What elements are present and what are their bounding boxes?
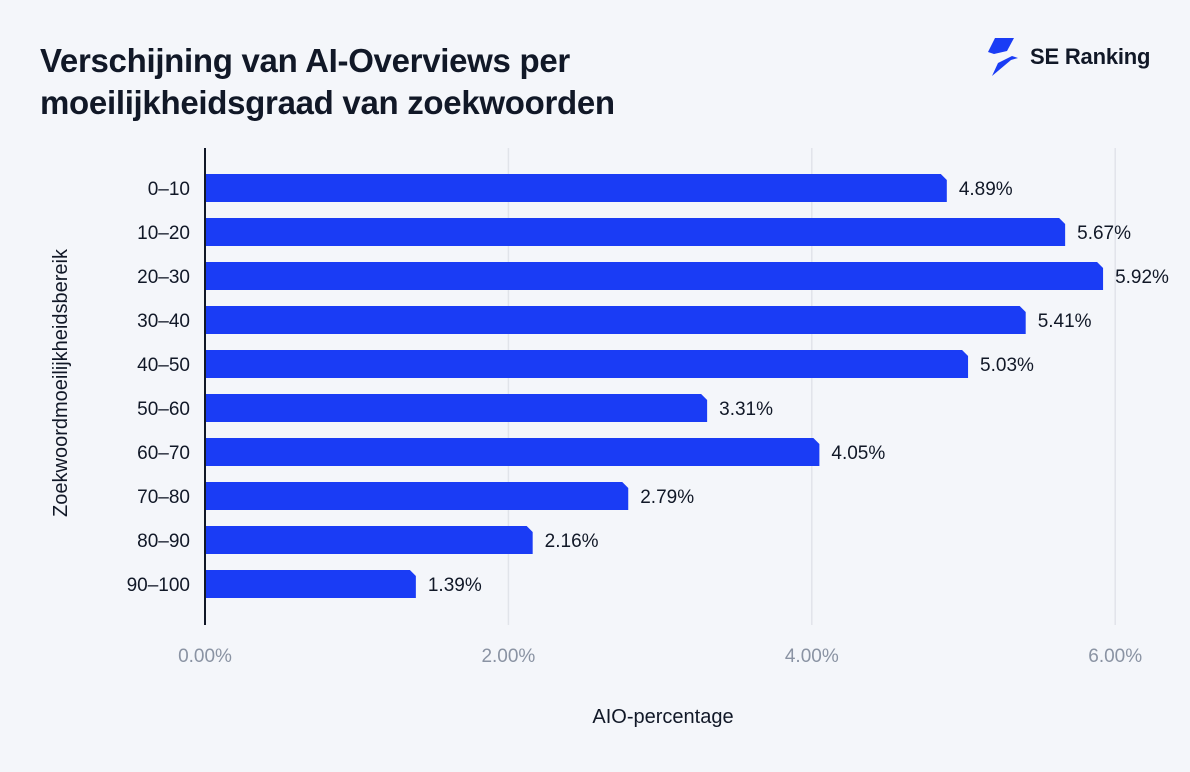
data-label: 5.03% bbox=[980, 355, 1034, 376]
chart-title-line-1: Verschijning van AI-Overviews per bbox=[40, 42, 570, 79]
bar bbox=[205, 218, 1066, 246]
y-tick-label: 30–40 bbox=[137, 311, 190, 332]
data-label: 1.39% bbox=[428, 575, 482, 596]
brand-name: SE Ranking bbox=[1030, 44, 1151, 69]
bar bbox=[205, 570, 416, 598]
data-label: 2.16% bbox=[545, 531, 599, 552]
data-label: 2.79% bbox=[640, 487, 694, 508]
bar bbox=[205, 306, 1026, 334]
x-axis-title: AIO-percentage bbox=[592, 706, 733, 728]
bar bbox=[205, 262, 1104, 290]
y-tick-label: 90–100 bbox=[127, 575, 190, 596]
bar bbox=[205, 394, 708, 422]
y-tick-label: 20–30 bbox=[137, 267, 190, 288]
y-tick-label: 0–10 bbox=[148, 179, 190, 200]
bar bbox=[205, 174, 947, 202]
y-tick-label: 60–70 bbox=[137, 443, 190, 464]
y-tick-label: 80–90 bbox=[137, 531, 190, 552]
x-tick-label: 0.00% bbox=[178, 646, 232, 667]
brand-logo: SE Ranking bbox=[986, 38, 1150, 76]
x-tick-label: 6.00% bbox=[1088, 646, 1142, 667]
x-tick-label: 2.00% bbox=[481, 646, 535, 667]
chart-title-line-2: moeilijkheidsgraad van zoekwoorden bbox=[40, 84, 615, 121]
bar bbox=[205, 482, 629, 510]
data-label: 4.89% bbox=[959, 179, 1013, 200]
data-label: 5.41% bbox=[1038, 311, 1092, 332]
chart-title: Verschijning van AI-Overviews per moeili… bbox=[40, 40, 800, 124]
data-label: 3.31% bbox=[719, 399, 773, 420]
x-tick-label: 4.00% bbox=[785, 646, 839, 667]
se-ranking-logo-icon bbox=[988, 38, 1018, 76]
bar bbox=[205, 438, 820, 466]
y-tick-label: 70–80 bbox=[137, 487, 190, 508]
bar bbox=[205, 350, 969, 378]
y-tick-label: 50–60 bbox=[137, 399, 190, 420]
y-tick-label: 40–50 bbox=[137, 355, 190, 376]
data-label: 5.67% bbox=[1077, 223, 1131, 244]
data-label: 4.05% bbox=[831, 443, 885, 464]
y-tick-label: 10–20 bbox=[137, 223, 190, 244]
bar bbox=[205, 526, 533, 554]
y-axis-title: Zoekwoordmoeilijkheidsbereik bbox=[50, 248, 72, 517]
data-label: 5.92% bbox=[1115, 267, 1169, 288]
